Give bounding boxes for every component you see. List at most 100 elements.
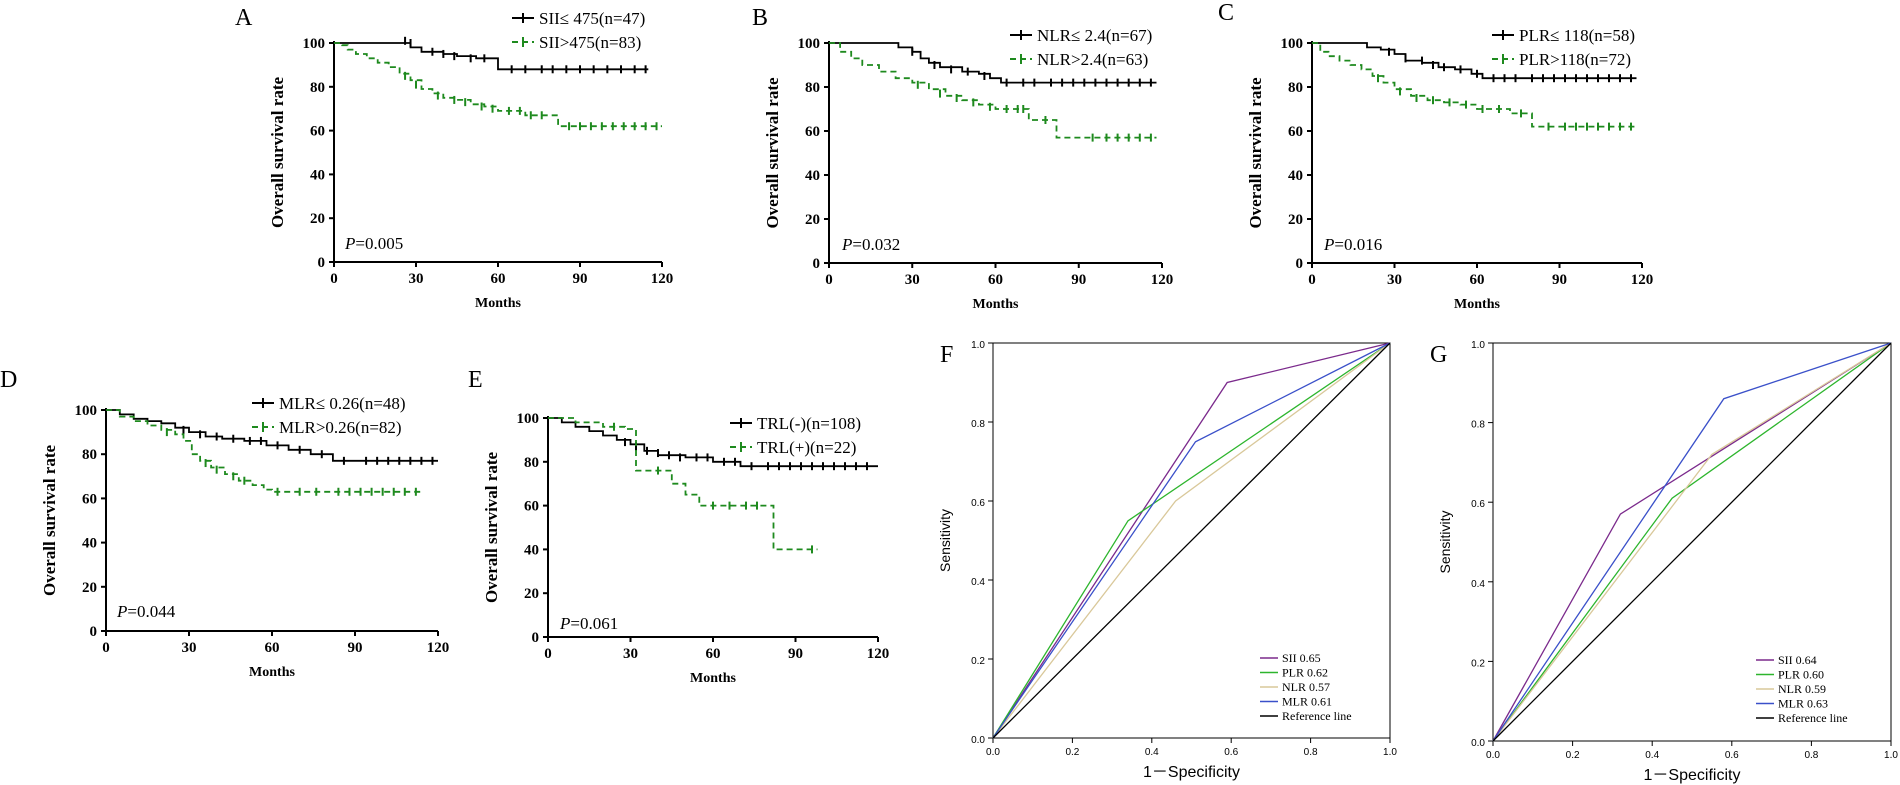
x-tick-label: 30 bbox=[409, 271, 424, 287]
legend-label: MLR 0.61 bbox=[1282, 695, 1332, 709]
x-tick-label: 90 bbox=[788, 646, 803, 662]
y-tick-label: 60 bbox=[805, 124, 820, 140]
legend-label: PLR 0.62 bbox=[1282, 666, 1328, 680]
series-line-4 bbox=[1492, 342, 1892, 742]
x-tick-label: 0.2 bbox=[1566, 750, 1580, 761]
y-tick-label: 80 bbox=[1288, 80, 1303, 96]
panel-label: D bbox=[0, 367, 17, 393]
p-value-annotation: P=0.016 bbox=[1323, 235, 1382, 254]
legend-label: SII 0.64 bbox=[1778, 653, 1817, 667]
series-line-1 bbox=[992, 342, 1391, 739]
y-tick-label: 0.8 bbox=[1471, 420, 1485, 431]
legend-label: PLR≤ 118(n=58) bbox=[1519, 26, 1635, 45]
series-line-2 bbox=[992, 342, 1391, 739]
x-tick-label: 0.4 bbox=[1645, 750, 1659, 761]
y-tick-label: 0.6 bbox=[971, 498, 985, 509]
legend-label: MLR>0.26(n=82) bbox=[279, 418, 402, 437]
y-axis-label: Sensitivity bbox=[937, 509, 953, 572]
x-axis-label: 1－Specificity bbox=[1143, 764, 1240, 781]
legend-label: NLR≤ 2.4(n=67) bbox=[1037, 26, 1152, 45]
x-tick-label: 0.4 bbox=[1145, 747, 1159, 758]
y-tick-label: 100 bbox=[75, 403, 98, 419]
x-tick-label: 60 bbox=[706, 646, 721, 662]
x-tick-label: 90 bbox=[573, 271, 588, 287]
x-tick-label: 0 bbox=[330, 271, 338, 287]
y-tick-label: 20 bbox=[82, 580, 97, 596]
x-tick-label: 0.0 bbox=[986, 747, 1000, 758]
p-value-symbol: P bbox=[344, 234, 355, 253]
p-value-number: =0.044 bbox=[127, 602, 175, 621]
x-axis-label: 1－Specificity bbox=[1644, 767, 1741, 784]
plot-frame bbox=[1492, 342, 1892, 742]
series-line-1 bbox=[1492, 342, 1892, 742]
y-tick-label: 0.0 bbox=[971, 735, 985, 746]
series-line-1 bbox=[106, 409, 425, 493]
x-tick-label: 30 bbox=[623, 646, 638, 662]
y-tick-label: 100 bbox=[303, 36, 326, 52]
series-line-3 bbox=[992, 342, 1391, 739]
series-line-0 bbox=[992, 342, 1391, 739]
p-value-symbol: P bbox=[559, 614, 570, 633]
series-line-2 bbox=[1492, 342, 1892, 742]
x-tick-label: 0 bbox=[102, 640, 110, 656]
y-tick-label: 20 bbox=[524, 586, 539, 602]
y-tick-label: 100 bbox=[798, 36, 821, 52]
y-tick-label: 20 bbox=[805, 212, 820, 228]
p-value-symbol: P bbox=[841, 235, 852, 254]
panel-e: E 0 30 60 90 120 0 20 40 60 80 100 Months Overall sur… bbox=[468, 367, 889, 686]
legend-label: TRL(-)(n=108) bbox=[757, 414, 861, 433]
x-tick-label: 1.0 bbox=[1383, 747, 1397, 758]
panel-label: G bbox=[1430, 342, 1447, 368]
panel-label: A bbox=[235, 5, 253, 31]
x-axis-label: Months bbox=[690, 671, 736, 686]
x-tick-label: 0 bbox=[544, 646, 552, 662]
x-tick-label: 60 bbox=[265, 640, 280, 656]
legend-label: TRL(+)(n=22) bbox=[757, 438, 856, 457]
y-tick-label: 20 bbox=[310, 211, 325, 227]
y-axis-label: Overall survival rate bbox=[763, 77, 782, 229]
x-axis-label: Months bbox=[475, 296, 521, 311]
x-tick-label: 90 bbox=[348, 640, 363, 656]
x-tick-label: 30 bbox=[905, 272, 920, 288]
x-axis-label: Months bbox=[973, 297, 1019, 312]
panel-label: F bbox=[940, 342, 953, 368]
x-tick-label: 30 bbox=[182, 640, 197, 656]
x-tick-label: 0.2 bbox=[1065, 747, 1079, 758]
y-tick-label: 60 bbox=[310, 124, 325, 140]
p-value-symbol: P bbox=[1323, 235, 1334, 254]
x-tick-label: 0.8 bbox=[1304, 747, 1318, 758]
y-axis-label: Overall survival rate bbox=[40, 445, 59, 597]
x-tick-label: 60 bbox=[988, 272, 1003, 288]
x-tick-label: 0 bbox=[825, 272, 833, 288]
x-tick-label: 120 bbox=[1151, 272, 1174, 288]
y-tick-label: 40 bbox=[82, 536, 97, 552]
x-tick-label: 0.0 bbox=[1486, 750, 1500, 761]
y-tick-label: 0.2 bbox=[1471, 658, 1485, 669]
y-tick-label: 0 bbox=[532, 630, 540, 646]
y-tick-label: 80 bbox=[310, 80, 325, 96]
legend-label: NLR 0.57 bbox=[1282, 680, 1330, 694]
series-line-0 bbox=[1492, 342, 1892, 742]
legend-label: NLR 0.59 bbox=[1778, 682, 1826, 696]
series-line-3 bbox=[1492, 342, 1892, 742]
panel-b: B 0 30 60 90 120 0 20 40 60 80 100 Months Overall sur… bbox=[752, 5, 1173, 312]
y-tick-label: 0 bbox=[90, 624, 98, 640]
y-axis-label: Sensitivity bbox=[1437, 510, 1453, 573]
x-tick-label: 120 bbox=[867, 646, 890, 662]
series-line-4 bbox=[992, 342, 1391, 739]
p-value-number: =0.016 bbox=[1334, 235, 1382, 254]
y-tick-label: 60 bbox=[1288, 124, 1303, 140]
legend-label: PLR>118(n=72) bbox=[1519, 50, 1631, 69]
y-tick-label: 80 bbox=[82, 447, 97, 463]
p-value-annotation: P=0.044 bbox=[116, 602, 176, 621]
legend-label: PLR 0.60 bbox=[1778, 668, 1824, 682]
y-tick-label: 0.8 bbox=[971, 419, 985, 430]
legend-label: SII≤ 475(n=47) bbox=[539, 9, 645, 28]
series-line-0 bbox=[548, 417, 878, 468]
y-tick-label: 60 bbox=[524, 499, 539, 515]
p-value-number: =0.032 bbox=[852, 235, 900, 254]
panel-c: C 0 30 60 90 120 0 20 40 60 80 100 Months Overall sur… bbox=[1218, 0, 1653, 312]
y-axis-label: Overall survival rate bbox=[268, 77, 287, 229]
x-axis-label: Months bbox=[249, 665, 295, 680]
x-tick-label: 0 bbox=[1308, 272, 1316, 288]
